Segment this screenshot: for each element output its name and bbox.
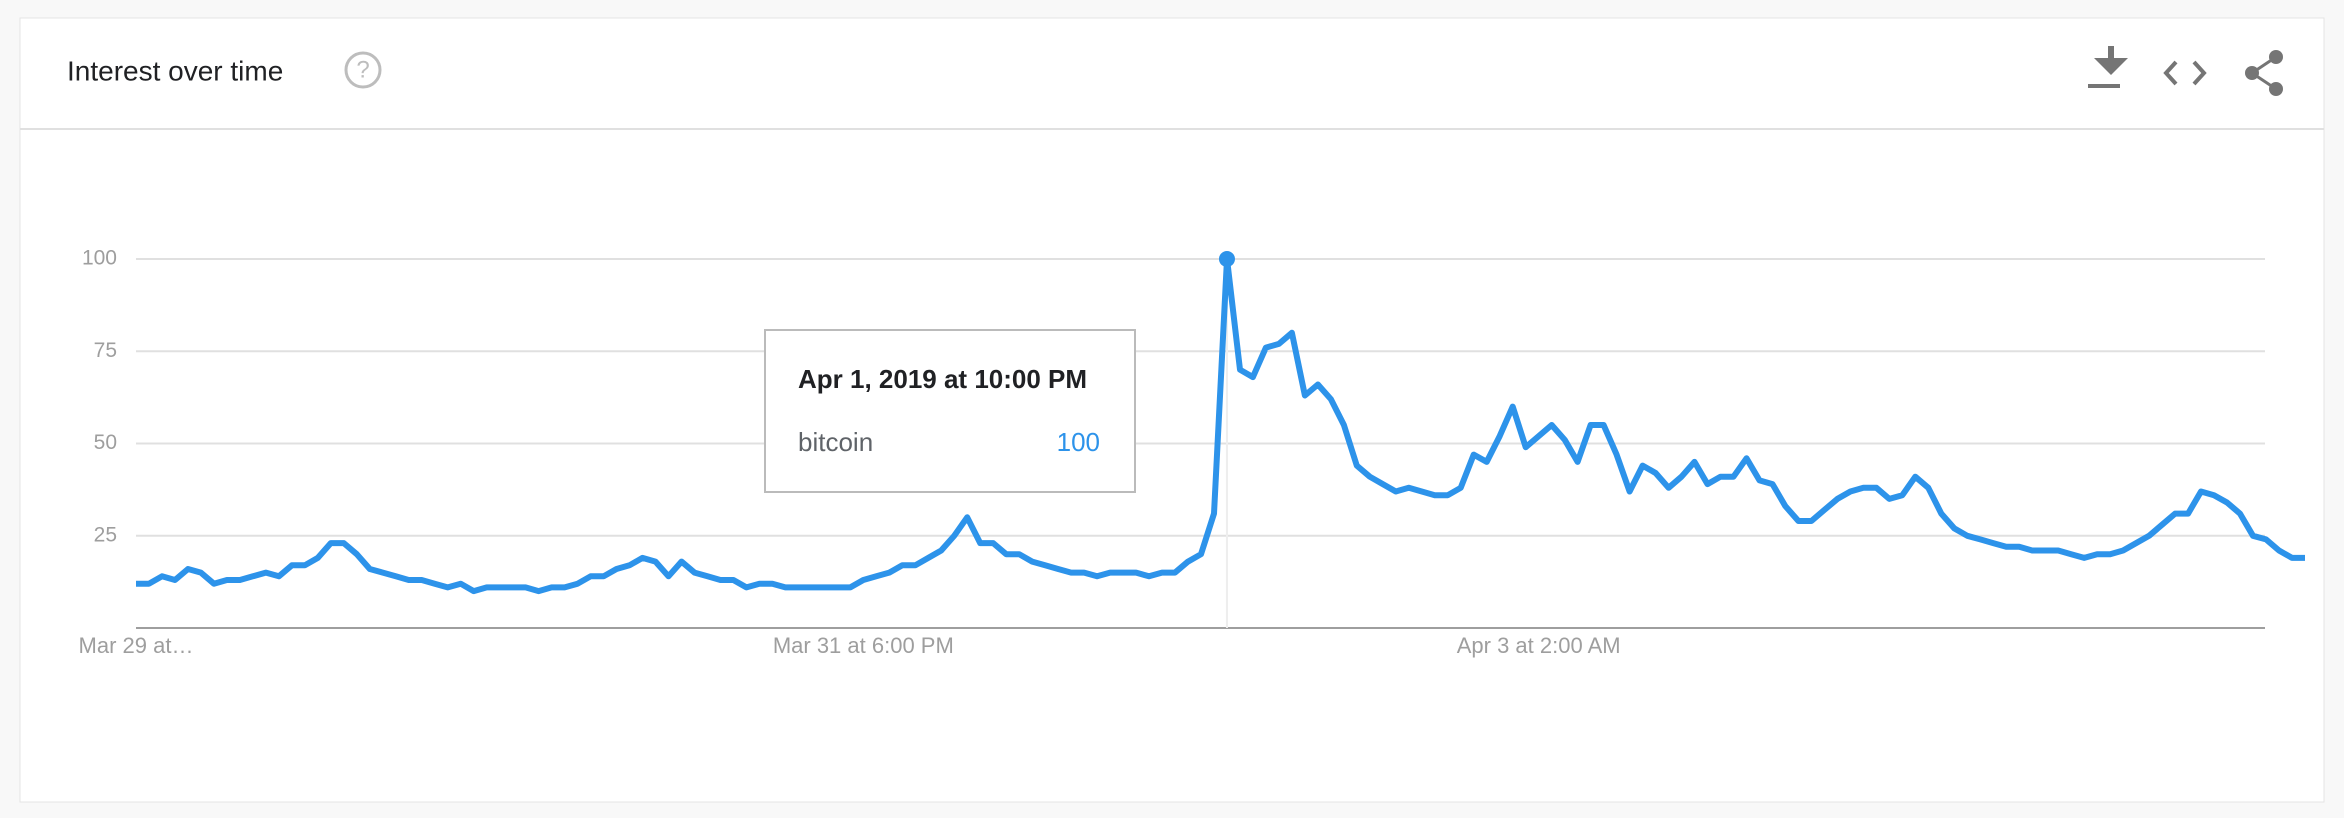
help-icon[interactable]: ? <box>344 51 382 89</box>
x-tick-label: Mar 29 at… <box>79 633 194 658</box>
x-tick-label: Apr 3 at 2:00 AM <box>1457 633 1621 658</box>
tooltip-series: bitcoin <box>798 427 873 457</box>
card <box>19 17 2325 803</box>
tooltip-value: 100 <box>1057 427 1100 457</box>
svg-text:?: ? <box>356 56 369 83</box>
tooltip-title: Apr 1, 2019 at 10:00 PM <box>798 364 1087 394</box>
plot: 25 50 75 100 Mar 29 at… Mar 31 at 6:00 PM Apr … <box>79 247 2305 658</box>
embed-icon[interactable] <box>2163 60 2207 86</box>
tooltip-box <box>764 329 1136 493</box>
hover-point <box>1218 251 1235 267</box>
y-tick-label: 50 <box>94 431 117 454</box>
y-tick-label: 100 <box>82 247 117 270</box>
y-tick-label: 25 <box>94 523 117 546</box>
share-icon[interactable] <box>2245 50 2283 96</box>
line <box>136 256 2305 595</box>
x-tick-label: Mar 31 at 6:00 PM <box>773 633 954 658</box>
title: Interest over time <box>67 55 283 86</box>
y-tick-label: 75 <box>94 339 117 362</box>
tooltip: Apr 1, 2019 at 10:00 PM bitcoin 100 <box>764 329 1136 493</box>
download-icon[interactable] <box>2088 46 2128 88</box>
